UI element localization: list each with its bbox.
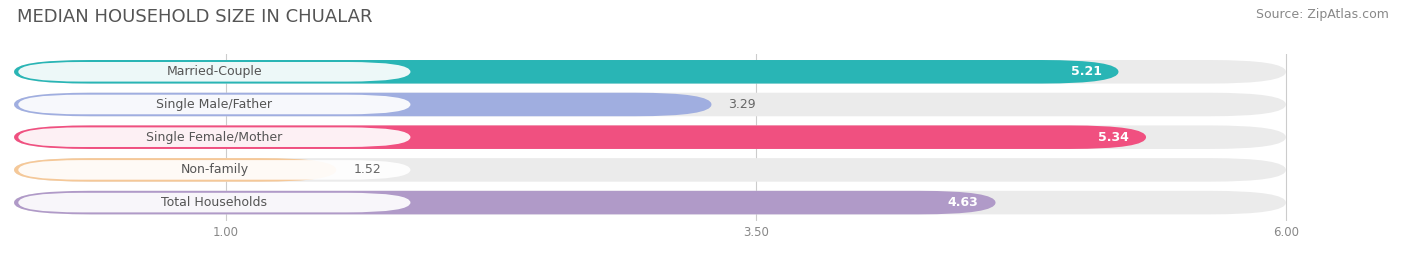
FancyBboxPatch shape [18,160,411,180]
Text: 4.63: 4.63 [948,196,979,209]
FancyBboxPatch shape [14,191,1286,214]
FancyBboxPatch shape [18,128,411,147]
FancyBboxPatch shape [14,93,1286,116]
Text: 3.29: 3.29 [728,98,756,111]
FancyBboxPatch shape [14,93,711,116]
FancyBboxPatch shape [14,60,1119,84]
Text: Total Households: Total Households [162,196,267,209]
FancyBboxPatch shape [18,62,411,82]
FancyBboxPatch shape [18,193,411,213]
Text: Non-family: Non-family [180,163,249,176]
Text: 5.21: 5.21 [1070,65,1101,78]
FancyBboxPatch shape [14,191,995,214]
FancyBboxPatch shape [14,60,1286,84]
FancyBboxPatch shape [14,125,1146,149]
Text: 1.52: 1.52 [353,163,381,176]
Text: Source: ZipAtlas.com: Source: ZipAtlas.com [1256,8,1389,21]
FancyBboxPatch shape [18,95,411,114]
Text: Single Female/Mother: Single Female/Mother [146,131,283,144]
Text: MEDIAN HOUSEHOLD SIZE IN CHUALAR: MEDIAN HOUSEHOLD SIZE IN CHUALAR [17,8,373,26]
Text: 5.34: 5.34 [1098,131,1129,144]
FancyBboxPatch shape [14,158,336,182]
FancyBboxPatch shape [14,125,1286,149]
Text: Single Male/Father: Single Male/Father [156,98,273,111]
FancyBboxPatch shape [14,158,1286,182]
Text: Married-Couple: Married-Couple [166,65,262,78]
